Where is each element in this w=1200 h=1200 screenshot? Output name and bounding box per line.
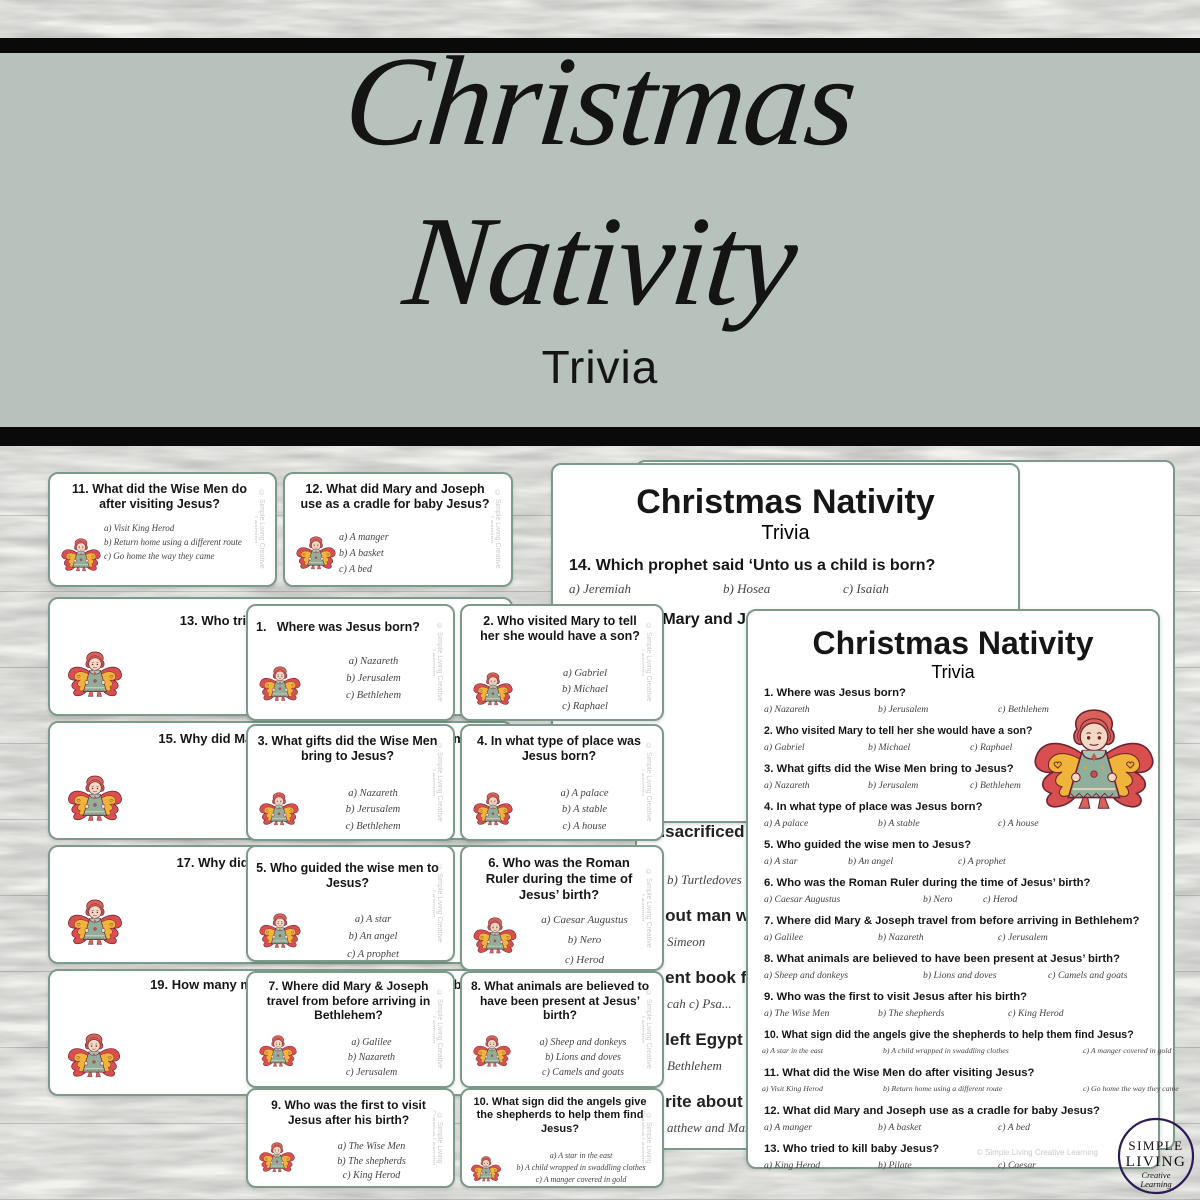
svg-text:LIVING: LIVING [1126,1154,1187,1170]
svg-text:SIMPLE: SIMPLE [1128,1138,1183,1153]
svg-text:Learning: Learning [1139,1179,1171,1189]
